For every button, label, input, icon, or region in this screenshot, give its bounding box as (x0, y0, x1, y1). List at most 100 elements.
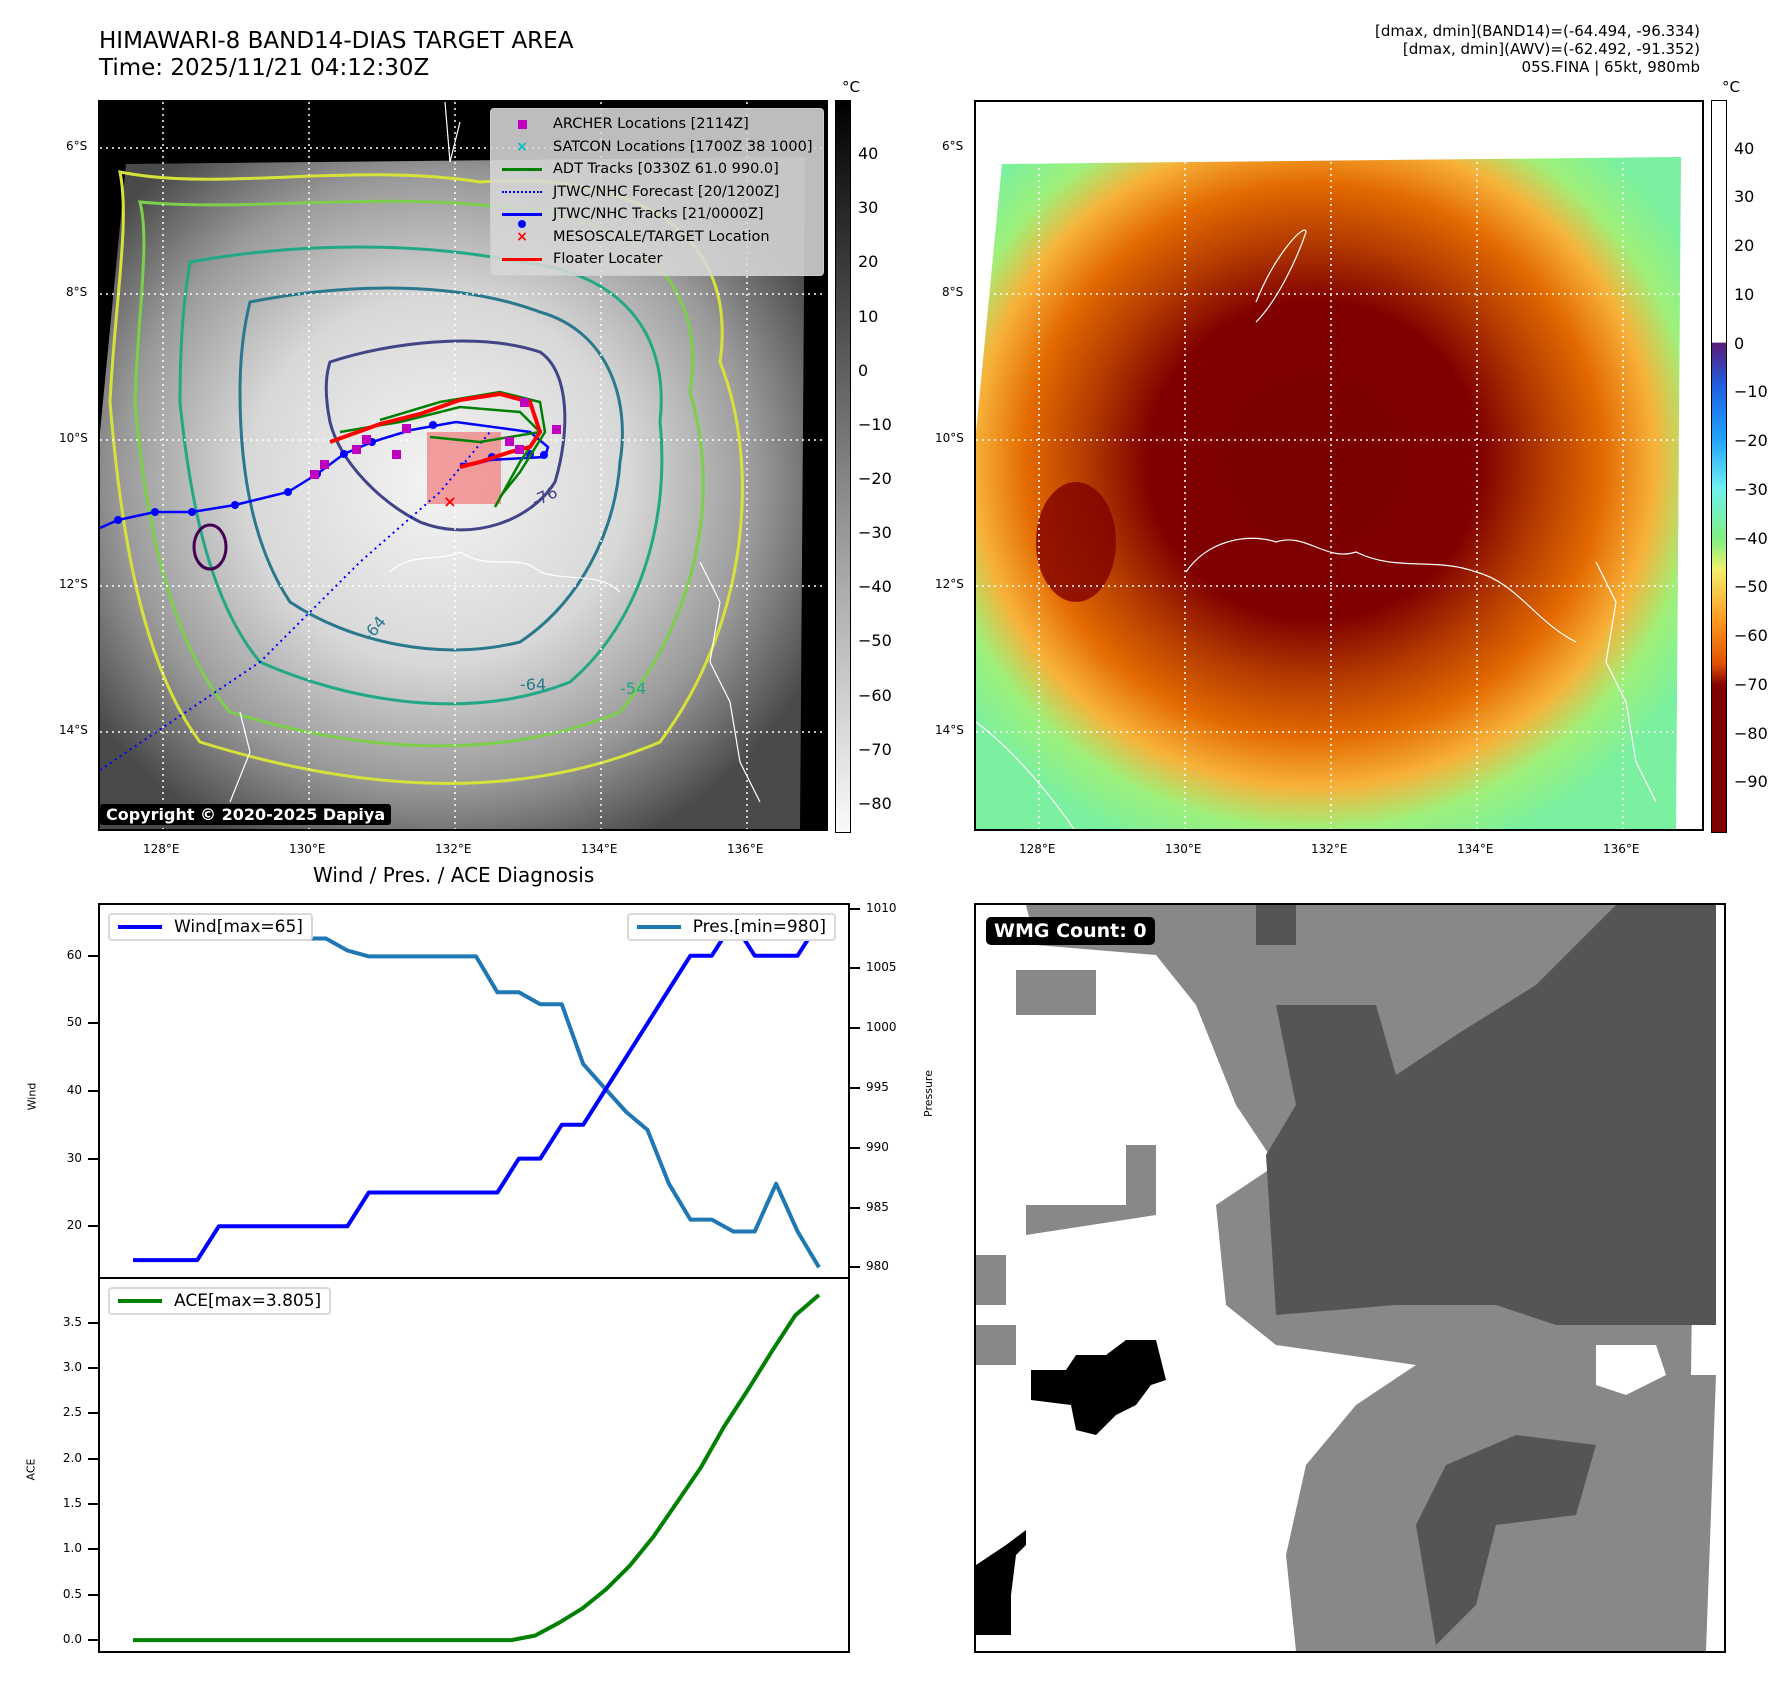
wind-line (133, 919, 821, 1263)
legend-item: × MESOSCALE/TARGET Location (499, 226, 815, 249)
lon-label: 134°E (1457, 842, 1494, 856)
axis-tick-mark (850, 1206, 860, 1209)
right-colorbar (1711, 100, 1727, 833)
lat-label: 6°S (942, 139, 964, 153)
axis-tick-label: 1000 (866, 1020, 897, 1035)
lon-label: 128°E (143, 842, 180, 856)
axis-tick-label: 20 (66, 1218, 82, 1233)
pressure-legend: Pres.[min=980] (626, 913, 836, 941)
colorbar-tick-label: −10 (858, 414, 892, 434)
axis-tick-mark (88, 1022, 98, 1025)
right-colorbar-unit: °C (1722, 78, 1740, 96)
contour-purple (192, 523, 228, 571)
coastlines (976, 229, 1657, 829)
contour-teal (238, 286, 624, 652)
wind-legend-line (118, 925, 162, 929)
lon-label: 136°E (1603, 842, 1640, 856)
map-gridlines (976, 102, 1702, 829)
info-line-storm: 05S.FINA | 65kt, 980mb (1521, 58, 1700, 76)
wmg-map (976, 905, 1716, 1651)
axis-tick-mark (850, 1087, 860, 1089)
axis-tick-label: 1010 (866, 900, 897, 915)
info-line-band14: [dmax, dmin](BAND14)=(-64.494, -96.334) (1375, 22, 1700, 40)
lat-label: 14°S (935, 723, 964, 737)
colorbar-tick-label: −40 (1734, 528, 1768, 548)
square-marker-icon (499, 119, 545, 129)
axis-tick-label: 60 (66, 947, 82, 962)
colorbar-tick-label: −30 (858, 523, 892, 543)
axis-tick-label: 1005 (866, 960, 897, 975)
axis-tick-label: 3.0 (62, 1359, 82, 1374)
lat-label: 14°S (59, 723, 88, 737)
colorbar-tick-label: −20 (1734, 431, 1768, 451)
wind-legend: Wind[max=65] (108, 913, 313, 941)
axis-tick-mark (850, 1266, 860, 1269)
wmg-dark-gray-regions (1256, 905, 1716, 1645)
colorbar-tick-label: −40 (858, 577, 892, 597)
axis-tick-label: 995 (866, 1080, 889, 1094)
axis-tick-label: 0.0 (62, 1632, 82, 1647)
lat-label: 12°S (59, 577, 88, 591)
axis-tick-mark (88, 1639, 98, 1642)
legend-item: Floater Locater (499, 248, 815, 271)
colorbar-tick-label: 30 (858, 198, 879, 218)
pressure-axis-label: Pressure (921, 1070, 935, 1117)
lat-label: 8°S (942, 285, 964, 299)
wmg-count-badge: WMG Count: 0 (986, 917, 1155, 945)
map-legend: ARCHER Locations [2114Z] × SATCON Locatio… (490, 108, 824, 276)
contour-label: -54 (620, 679, 646, 698)
lat-label: 10°S (935, 431, 964, 445)
diagnosis-title: Wind / Pres. / ACE Diagnosis (313, 863, 595, 887)
x-marker-icon: × (516, 228, 528, 245)
colorbar-tick-label: −50 (858, 631, 892, 651)
x-marker-icon: × (516, 138, 528, 155)
axis-tick-mark (88, 1503, 98, 1505)
info-block: [dmax, dmin](BAND14)=(-64.494, -96.334) … (1100, 22, 1700, 76)
lon-label: 132°E (435, 842, 472, 856)
axis-tick-mark (88, 1225, 98, 1228)
ace-legend-line (118, 1299, 162, 1303)
lon-label: 136°E (727, 842, 764, 856)
lat-label: 10°S (59, 431, 88, 445)
ace-axis-label: ACE (24, 1458, 38, 1481)
axis-tick-label: 3.5 (62, 1314, 82, 1329)
pressure-line (133, 918, 821, 1269)
jtwc-track (100, 420, 550, 530)
axis-tick-mark (850, 907, 860, 910)
copyright-badge: Copyright © 2020-2025 Dapiya (100, 804, 392, 825)
info-line-awv: [dmax, dmin](AWV)=(-62.492, -91.352) (1402, 40, 1700, 58)
axis-tick-mark (88, 1457, 98, 1460)
axis-tick-mark (88, 954, 98, 957)
contour-yellow (108, 170, 744, 785)
wind-axis-label: Wind (25, 1082, 39, 1111)
wmg-black-regions (976, 1340, 1166, 1635)
colorbar-tick-label: −60 (1734, 626, 1768, 646)
contour-label: -64 (520, 675, 546, 694)
lon-label: 130°E (289, 842, 326, 856)
lon-label: 132°E (1311, 842, 1348, 856)
axis-tick-label: 50 (66, 1015, 82, 1030)
colorbar-tick-label: −50 (1734, 577, 1768, 597)
legend-item: JTWC/NHC Tracks [21/0000Z] (499, 203, 815, 228)
coastlines (229, 102, 761, 803)
colorbar-tick-label: −80 (1734, 723, 1768, 743)
wind-pressure-plot (133, 918, 821, 1269)
ace-line (133, 1293, 821, 1643)
axis-tick-mark (88, 1321, 98, 1324)
axis-tick-mark (88, 1090, 98, 1092)
awv-map-canvas (976, 102, 1702, 829)
axis-tick-label: 1.5 (62, 1496, 82, 1510)
axis-tick-mark (88, 1412, 98, 1415)
dotted-line-icon (499, 190, 545, 193)
axis-tick-mark (850, 967, 860, 970)
colorbar-tick-label: −70 (1734, 674, 1768, 694)
contour-indigo (324, 339, 567, 532)
axis-tick-mark (88, 1157, 98, 1160)
lat-label: 12°S (935, 577, 964, 591)
left-colorbar-unit: °C (842, 78, 860, 96)
lon-label: 134°E (581, 842, 618, 856)
lat-label: 6°S (66, 139, 88, 153)
axis-tick-label: 2.5 (62, 1405, 82, 1420)
figure-time: Time: 2025/11/21 04:12:30Z (99, 55, 430, 81)
axis-tick-label: 1.0 (62, 1541, 82, 1556)
